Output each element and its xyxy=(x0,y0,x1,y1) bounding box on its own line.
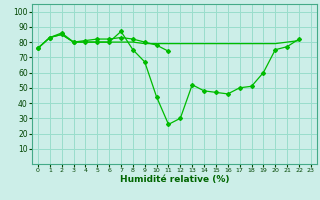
X-axis label: Humidité relative (%): Humidité relative (%) xyxy=(120,175,229,184)
